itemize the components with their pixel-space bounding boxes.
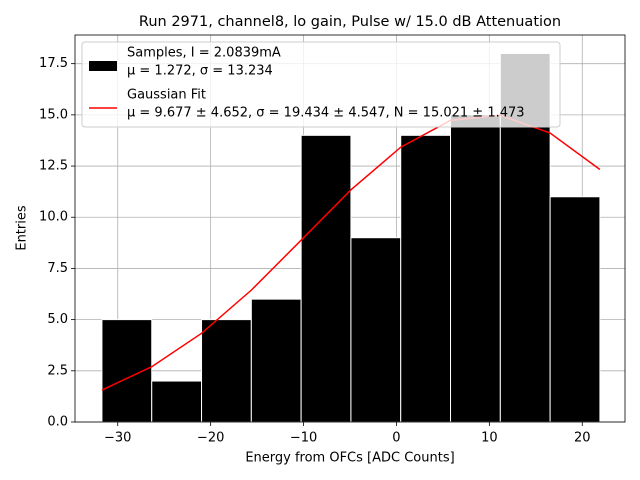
x-tick-label: 20 xyxy=(574,431,591,446)
x-axis-label: Energy from OFCs [ADC Counts] xyxy=(245,451,454,466)
histogram-bar xyxy=(250,298,302,423)
axes: −30 −20 −10 0 10 20 0.0 2.5 5.0 7.5 10.0 12.5 15.0 17… xyxy=(39,34,626,446)
x-tick-label: 0 xyxy=(392,431,400,446)
y-tick-label: 2.5 xyxy=(47,363,68,378)
histogram-bar xyxy=(450,114,501,423)
histogram-bar xyxy=(549,196,601,423)
x-tick-label: −30 xyxy=(104,431,131,446)
x-tick-label: −10 xyxy=(290,431,317,446)
histogram-bar xyxy=(151,380,203,423)
y-tick-label: 0.0 xyxy=(47,415,68,430)
plot-area xyxy=(101,52,601,423)
y-tick-label: 7.5 xyxy=(47,261,68,276)
axes-frame xyxy=(74,34,626,423)
histogram-bar xyxy=(201,319,252,423)
legend-label: μ = 9.677 ± 4.652, σ = 19.434 ± 4.547, N… xyxy=(127,106,525,121)
legend-swatch xyxy=(89,61,117,71)
y-tick-label: 10.0 xyxy=(39,210,68,225)
legend-label: Samples, I = 2.0839mA xyxy=(127,46,281,61)
legend: Samples, I = 2.0839mA μ = 1.272, σ = 13.2… xyxy=(81,41,561,128)
legend-label: Gaussian Fit xyxy=(127,88,206,103)
y-tick-label: 17.5 xyxy=(39,56,68,71)
legend-box xyxy=(81,41,561,128)
y-tick-label: 5.0 xyxy=(47,312,68,327)
histogram-bar xyxy=(350,237,402,423)
y-tick-label: 12.5 xyxy=(39,159,68,174)
y-axis-label: Entries xyxy=(15,205,30,251)
y-tick-label: 15.0 xyxy=(39,107,68,122)
x-tick-label: −20 xyxy=(197,431,224,446)
histogram-bar xyxy=(300,134,352,423)
x-tick-label: 10 xyxy=(481,431,498,446)
histogram-bar xyxy=(400,134,452,423)
chart-title: Run 2971, channel8, lo gain, Pulse w/ 15… xyxy=(139,14,561,30)
legend-label: μ = 1.272, σ = 13.234 xyxy=(127,64,273,79)
